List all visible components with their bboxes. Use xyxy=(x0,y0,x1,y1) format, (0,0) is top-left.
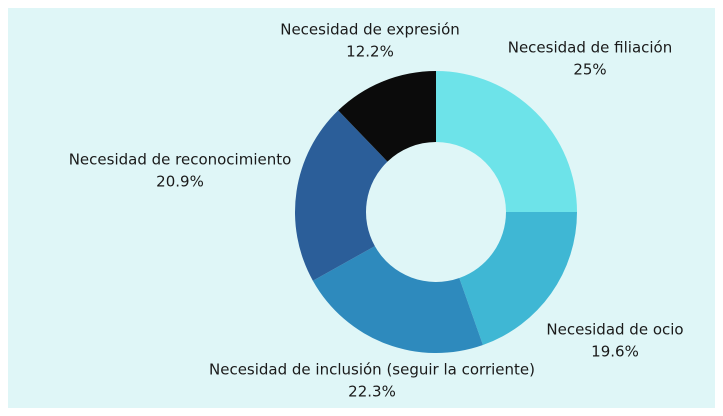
segment-label: Necesidad de expresión xyxy=(280,21,460,39)
value-label: 22.3% xyxy=(348,383,396,401)
value-label: 19.6% xyxy=(591,343,639,361)
segment-label: Necesidad de filiación xyxy=(508,39,673,57)
donut-segment xyxy=(312,246,483,353)
donut-segment xyxy=(294,110,388,281)
donut-segment xyxy=(459,212,577,345)
donut-segment xyxy=(338,71,436,162)
segment-label: Necesidad de ocio xyxy=(546,321,683,339)
value-label: 12.2% xyxy=(346,43,394,61)
segment-label: Necesidad de inclusión (seguir la corrie… xyxy=(209,361,535,379)
donut-segment xyxy=(436,71,577,212)
value-label: 25% xyxy=(573,61,606,79)
value-label: 20.9% xyxy=(156,173,204,191)
segment-label: Necesidad de reconocimiento xyxy=(69,151,292,169)
